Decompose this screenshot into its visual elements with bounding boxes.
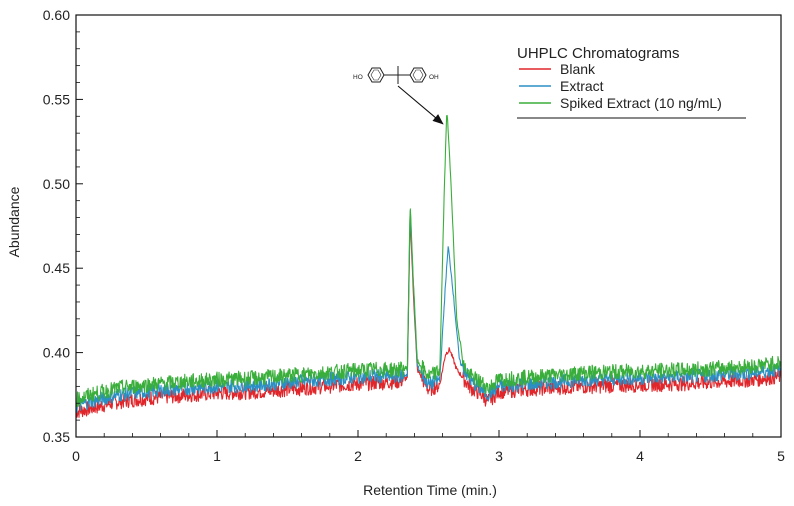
x-tick-label: 4 bbox=[636, 448, 644, 464]
x-tick-label: 2 bbox=[354, 448, 362, 464]
y-tick-label: 0.55 bbox=[43, 91, 70, 107]
plot-frame bbox=[75, 14, 782, 438]
x-tick-label: 3 bbox=[495, 448, 503, 464]
y-tick-label: 0.40 bbox=[43, 345, 70, 361]
series-line-spiked-extract-10-ng-ml bbox=[75, 114, 782, 408]
structure-ho-label: HO bbox=[353, 74, 363, 81]
y-tick-label: 0.50 bbox=[43, 176, 70, 192]
x-tick-label: 1 bbox=[213, 448, 221, 464]
legend-label: Spiked Extract (10 ng/mL) bbox=[560, 95, 722, 111]
legend-label: Extract bbox=[560, 78, 604, 94]
ticks-layer: 0 1 2 3 4 5 0.35 0.40 0.45 0.50 0.55 0.60 bbox=[43, 7, 785, 464]
phenol-ring-left bbox=[367, 67, 385, 83]
y-tick-label: 0.45 bbox=[43, 260, 70, 276]
bisphenol-structure-annotation: HO OH bbox=[353, 66, 444, 125]
peak-arrow bbox=[397, 85, 444, 125]
phenol-ring-right bbox=[409, 67, 427, 83]
x-tick-label: 0 bbox=[72, 448, 80, 464]
legend-label: Blank bbox=[560, 61, 596, 77]
structure-oh-label: OH bbox=[429, 74, 439, 81]
y-tick-label: 0.60 bbox=[43, 7, 70, 23]
legend-title: UHPLC Chromatograms bbox=[517, 45, 680, 62]
x-axis-label: Retention Time (min.) bbox=[363, 482, 497, 498]
y-tick-label: 0.35 bbox=[43, 429, 70, 445]
series-layer bbox=[75, 114, 782, 418]
x-tick-label: 5 bbox=[777, 448, 785, 464]
y-axis-label: Abundance bbox=[6, 186, 22, 257]
